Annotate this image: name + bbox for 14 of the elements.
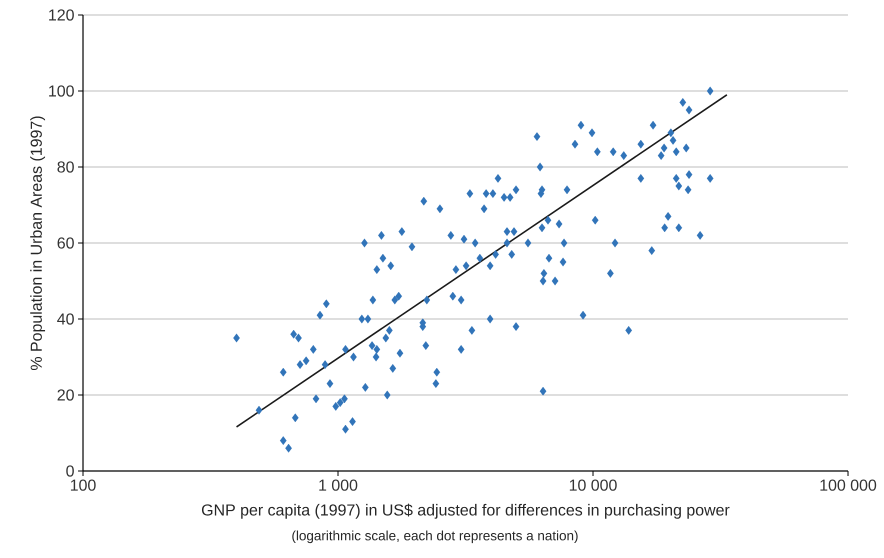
text: (logarithmic scale, each dot represents a nation) — [292, 530, 578, 544]
y-tick-label: 40 — [57, 313, 74, 325]
x-tick-label: 10 000 — [570, 480, 617, 491]
y-tick-label: 100 — [49, 85, 74, 97]
y-tick-label: 80 — [57, 161, 74, 173]
x-axis-title: GNP per capita (1997) in US$ adjusted for differences in purchasing power — [202, 504, 730, 519]
y-tick-label: 20 — [58, 389, 74, 401]
y-tick-label: 60 — [58, 237, 74, 249]
x-tick-label: 1 000 — [319, 480, 358, 491]
x-tick-label: 100 000 — [820, 480, 876, 491]
y-tick-label: 120 — [49, 9, 74, 21]
x-tick-label: 100 — [70, 480, 96, 491]
y-tick-label: 0 — [66, 465, 74, 477]
y-axis-title: % Population in Urban Areas (1997) — [30, 116, 46, 370]
